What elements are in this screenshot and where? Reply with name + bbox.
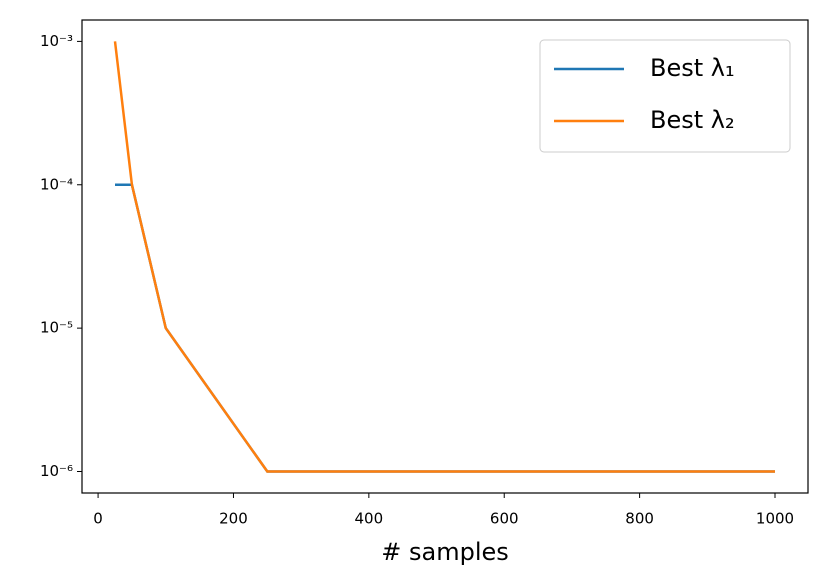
x-tick-label: 800	[625, 510, 654, 528]
y-tick-label: 10⁻⁴	[40, 175, 73, 193]
x-tick-label: 1000	[756, 510, 794, 528]
x-tick-label: 200	[219, 510, 248, 528]
y-tick-label: 10⁻³	[40, 32, 73, 50]
y-tick-label: 10⁻⁶	[40, 462, 73, 480]
x-tick-label: 400	[355, 510, 384, 528]
x-tick-label: 0	[93, 510, 103, 528]
y-tick-label: 10⁻⁵	[40, 319, 73, 337]
plot-frame	[81, 19, 809, 494]
line	[115, 183, 775, 473]
x-axis-label: # samples	[381, 538, 509, 566]
legend-label: Best λ₂	[650, 106, 735, 134]
line	[113, 41, 775, 473]
x-tick-label: 600	[490, 510, 519, 528]
legend-label: Best λ₁	[650, 54, 735, 82]
